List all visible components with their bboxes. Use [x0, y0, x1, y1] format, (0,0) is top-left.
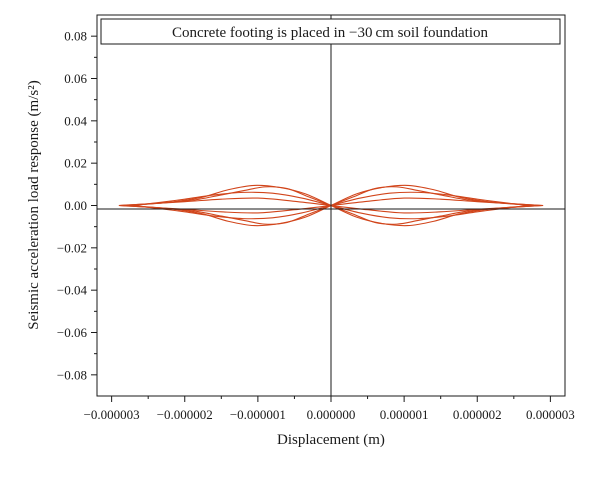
- y-axis-title: Seismic acceleration load response (m/s²…: [26, 80, 42, 329]
- y-tick-label: −0.02: [57, 240, 87, 255]
- series-line-6: [330, 204, 529, 220]
- series-line-14: [133, 204, 332, 220]
- series-line-13: [133, 191, 332, 207]
- series-line-7: [330, 197, 544, 207]
- ticks-layer: −0.000003 −0.000002 −0.000001 0.000000 0.000…: [57, 29, 575, 422]
- x-axis-title: Displacement (m): [277, 432, 385, 448]
- annotation-box: Concrete footing is placed in −30 cm soi…: [100, 18, 561, 45]
- series-line-8: [330, 204, 544, 214]
- x-tick-label: 0.000000: [307, 407, 356, 422]
- annotation-frame: [100, 18, 561, 45]
- x-tick-label: −0.000001: [230, 407, 286, 422]
- y-tick-label: 0.08: [64, 29, 87, 44]
- series-line-15: [118, 197, 332, 207]
- series-layer: [118, 184, 544, 227]
- x-tick-label: −0.000003: [84, 407, 140, 422]
- series-line-11: [118, 186, 332, 207]
- series-line-4: [330, 204, 544, 225]
- y-tick-label: −0.06: [57, 325, 88, 340]
- x-tick-label: 0.000002: [453, 407, 502, 422]
- series-line-12: [118, 204, 332, 225]
- annotation-text: Concrete footing is placed in −30 cm soi…: [172, 25, 488, 41]
- y-tick-label: −0.04: [57, 283, 88, 298]
- x-tick-label: −0.000002: [157, 407, 213, 422]
- y-tick-label: 0.06: [64, 71, 87, 86]
- series-line-16: [118, 204, 332, 214]
- x-tick-label: 0.000003: [526, 407, 575, 422]
- series-line-5: [330, 191, 529, 207]
- x-tick-label: 0.000001: [380, 407, 429, 422]
- axes-layer: [96, 14, 566, 397]
- y-tick-label: 0.00: [64, 198, 87, 213]
- series-line-3: [330, 186, 544, 207]
- y-tick-label: 0.02: [64, 156, 87, 171]
- y-tick-label: −0.08: [57, 367, 87, 382]
- y-tick-label: 0.04: [64, 113, 87, 128]
